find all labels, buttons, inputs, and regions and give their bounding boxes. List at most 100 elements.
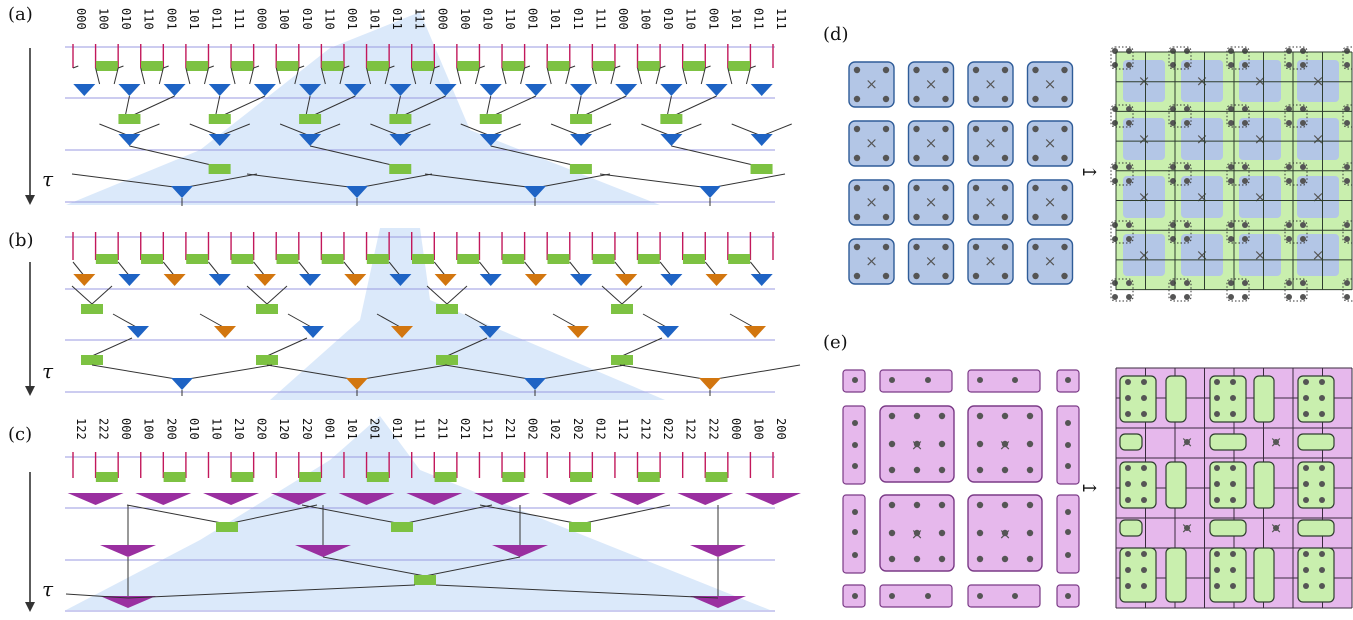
site-code-label: 001 xyxy=(322,418,336,440)
site-code-label: 011 xyxy=(390,418,404,440)
tile-cross: × xyxy=(865,193,878,211)
isometry xyxy=(118,84,141,96)
tile-cross: × xyxy=(925,193,938,211)
tile-cross: × xyxy=(865,134,878,152)
site-code-label: 111 xyxy=(593,8,607,30)
site-dot xyxy=(1286,120,1292,126)
blue-tile xyxy=(967,238,1014,285)
isometry xyxy=(299,134,322,146)
dotted-plaquette xyxy=(1342,46,1353,70)
isometry xyxy=(67,493,124,505)
site-dot xyxy=(1344,178,1350,184)
isometry xyxy=(389,134,412,146)
disentangler xyxy=(682,61,705,71)
disentangler xyxy=(705,472,728,482)
site-dot xyxy=(942,243,949,251)
site-dot xyxy=(942,154,949,162)
tile-cross: × xyxy=(1044,134,1057,152)
panel-label: (a) xyxy=(8,4,33,25)
site-dot xyxy=(1319,411,1325,417)
site-code-label: 101 xyxy=(345,418,359,440)
site-dot xyxy=(1286,222,1292,228)
wire xyxy=(133,95,175,116)
site-code-label: 021 xyxy=(458,418,472,440)
isometry xyxy=(253,84,276,96)
site-dot xyxy=(853,154,861,162)
wire xyxy=(584,95,627,116)
disentangler xyxy=(434,472,457,482)
dotted-plaquette xyxy=(1110,220,1134,244)
site-dot xyxy=(1228,222,1234,228)
site-code-label: 101 xyxy=(729,8,743,30)
wire xyxy=(524,65,531,69)
disentangler xyxy=(216,522,238,532)
blue-cell xyxy=(1297,234,1339,276)
time-arrow-head xyxy=(25,602,35,612)
time-arrow-head xyxy=(25,386,35,396)
site-dot xyxy=(1286,48,1292,54)
site-dot xyxy=(882,66,890,74)
site-dot xyxy=(1303,497,1309,503)
pink-tile xyxy=(967,584,1041,608)
disentangler xyxy=(412,61,434,71)
site-dot xyxy=(1112,62,1118,68)
wire xyxy=(490,145,578,167)
site-dot xyxy=(1228,280,1234,286)
site-dot xyxy=(913,154,920,162)
site-dot xyxy=(942,125,949,133)
dotted-plaquette xyxy=(1226,46,1250,70)
wire xyxy=(750,261,763,277)
site-code-label: 221 xyxy=(503,418,517,440)
disentangler xyxy=(569,164,592,174)
site-dot xyxy=(1230,583,1236,589)
disentangler xyxy=(502,61,525,71)
site-dot xyxy=(1300,236,1306,242)
isometry xyxy=(570,134,593,146)
wire xyxy=(294,67,300,85)
wire xyxy=(253,261,266,277)
green-plaquette xyxy=(1297,547,1335,603)
tile-cross: × xyxy=(1196,72,1209,90)
site-code-label: 002 xyxy=(526,418,540,440)
site-dot xyxy=(852,509,858,515)
wire xyxy=(424,173,536,189)
isometry xyxy=(690,596,746,608)
site-dot xyxy=(976,555,984,563)
site-dot xyxy=(1032,125,1039,133)
green-plaquette xyxy=(1165,547,1187,603)
isometry xyxy=(745,493,801,505)
site-dot xyxy=(1230,567,1236,573)
wire xyxy=(343,261,356,277)
site-dot xyxy=(1032,154,1039,162)
site-dot xyxy=(1214,583,1220,589)
site-dot xyxy=(1112,178,1118,184)
disentangler xyxy=(637,61,660,71)
causal-cone xyxy=(66,12,660,205)
site-dot xyxy=(1032,213,1039,221)
site-dot xyxy=(1300,178,1306,184)
tile-cross: × xyxy=(1138,246,1151,264)
wire xyxy=(313,95,356,116)
disentangler xyxy=(637,254,660,264)
blue-tile xyxy=(1026,120,1074,167)
isometry xyxy=(338,493,395,505)
disentangler xyxy=(570,114,593,124)
isometry xyxy=(524,186,546,198)
site-dot xyxy=(913,440,921,448)
disentangler xyxy=(502,472,525,482)
site-dot xyxy=(888,440,896,448)
time-arrow-head xyxy=(25,195,35,205)
site-code-label: 010 xyxy=(300,8,314,30)
tile-cross: × xyxy=(925,134,938,152)
site-code-label: 200 xyxy=(164,418,178,440)
isometry xyxy=(705,84,728,96)
site-dot xyxy=(1184,164,1190,170)
isometry xyxy=(171,378,193,390)
blue-cell xyxy=(1123,234,1165,276)
isometry xyxy=(391,326,413,338)
wire xyxy=(309,145,397,167)
site-dot xyxy=(1319,583,1325,589)
site-dot xyxy=(913,555,921,563)
panel-label: (c) xyxy=(8,424,32,445)
wire xyxy=(464,313,491,329)
